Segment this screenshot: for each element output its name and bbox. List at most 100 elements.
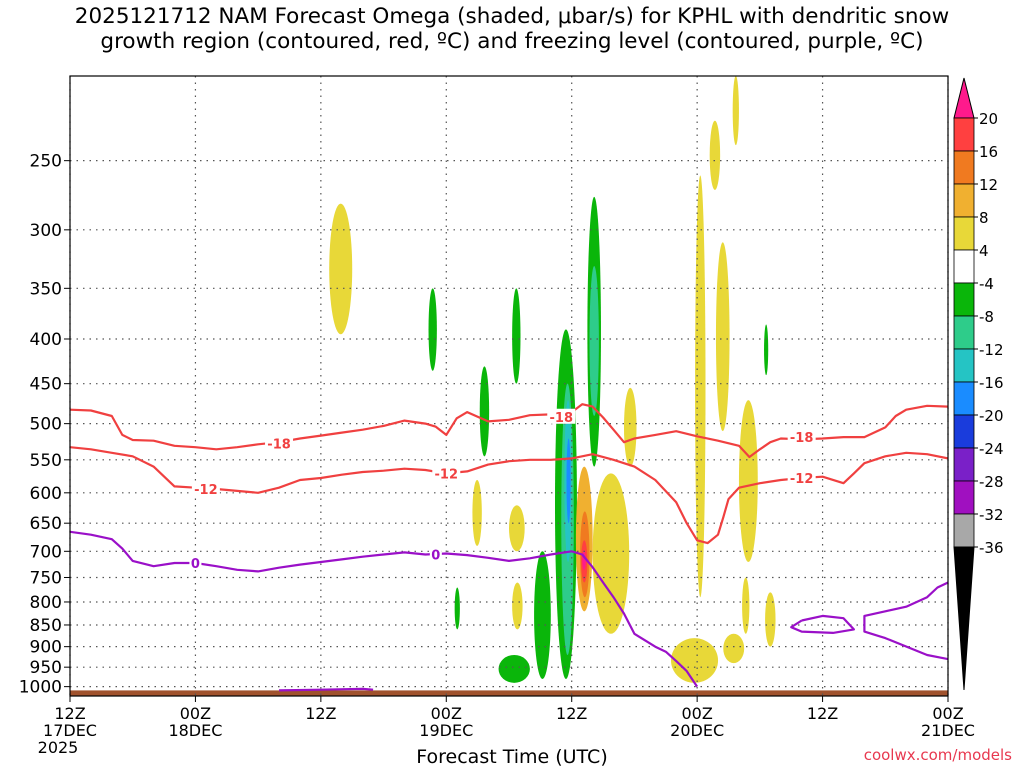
- y-tick-label-600: 600: [30, 484, 62, 504]
- omega-region-4: [695, 175, 706, 598]
- plot-frame: [69, 75, 949, 697]
- contour-layer: [70, 403, 948, 692]
- colorbar-swatch-3: [953, 183, 975, 218]
- x-tick-date-60: 20DEC: [670, 721, 724, 740]
- contour-label-3: -12: [194, 483, 218, 498]
- colorbar-label-12: -32: [979, 506, 1004, 524]
- colorbar-label-10: -24: [979, 440, 1004, 458]
- omega-region-11: [765, 592, 776, 647]
- y-axis-ticks: 2503003504004505005506006507007508008509…: [19, 152, 70, 698]
- colorbar-legend: 20 16 12 8 4 -4 -8 -12 -16 -20 -24 -28 -32 -36: [953, 77, 1004, 691]
- y-tick-label-950: 950: [30, 658, 62, 678]
- y-tick-label-500: 500: [30, 415, 62, 435]
- x-tick-label-0: 12Z: [54, 704, 85, 723]
- contour-label-bg-0: [265, 435, 294, 451]
- x-tick-label-12: 00Z: [180, 704, 211, 723]
- colorbar-label-8: -16: [979, 374, 1004, 392]
- omega-region-5: [709, 120, 721, 190]
- colorbar-label-7: -12: [979, 341, 1004, 359]
- omega-region-9: [671, 638, 719, 683]
- y-tick-label-650: 650: [30, 514, 62, 534]
- contour-line-4: [863, 581, 948, 661]
- omega-region-2: [512, 582, 523, 630]
- x-tick-date-0: 17DEC: [43, 721, 97, 740]
- omega-region-10: [723, 633, 745, 664]
- omega-region-27: [566, 438, 571, 524]
- colorbar-swatch-2: [953, 150, 975, 185]
- x-tick-label-60: 00Z: [681, 704, 712, 723]
- grid-lines: [69, 76, 949, 696]
- colorbar-swatch-12: [953, 480, 975, 515]
- contour-label-0: -18: [267, 438, 291, 453]
- omega-region-25: [589, 265, 599, 416]
- x-tick-year-0: 2025: [38, 738, 79, 757]
- y-tick-label-300: 300: [30, 221, 62, 241]
- contour-label-bg-7: [429, 546, 442, 562]
- colorbar-label-3: 8: [979, 209, 989, 227]
- credit-link[interactable]: coolwx.com/models: [863, 746, 1012, 764]
- omega-region-1: [472, 479, 482, 546]
- x-axis-label: Forecast Time (UTC): [416, 746, 608, 768]
- colorbar-swatch-11: [953, 447, 975, 482]
- omega-region-20: [534, 551, 551, 679]
- omega-region-7: [738, 400, 758, 562]
- contour-line-3: [278, 687, 374, 692]
- y-tick-label-1000: 1000: [19, 678, 62, 698]
- contour-label-bg-1: [547, 408, 576, 424]
- omega-region-19: [498, 654, 530, 683]
- colorbar-label-2: 12: [979, 176, 998, 194]
- y-tick-label-250: 250: [30, 152, 62, 172]
- y-tick-label-800: 800: [30, 593, 62, 613]
- colorbar-swatch-8: [953, 348, 975, 383]
- colorbar-swatch-9: [953, 381, 975, 416]
- colorbar-swatch-13: [953, 513, 975, 548]
- y-tick-label-850: 850: [30, 616, 62, 636]
- colorbar-label-11: -28: [979, 473, 1004, 491]
- contour-label-6: 0: [191, 557, 200, 572]
- colorbar-label-9: -20: [979, 407, 1004, 425]
- x-tick-date-84: 21DEC: [921, 721, 975, 740]
- colorbar-swatch-6: [953, 282, 975, 317]
- contour-label-2: -18: [790, 431, 814, 446]
- colorbar-label-5: -4: [979, 275, 994, 293]
- title-line-1: 2025121712 NAM Forecast Omega (shaded, μ…: [74, 4, 950, 29]
- omega-region-6: [715, 242, 730, 432]
- contour-label-5: -12: [790, 472, 814, 487]
- colorbar-bottom-triangle: [953, 546, 975, 691]
- colorbar-top-triangle: [953, 77, 975, 119]
- x-tick-label-36: 00Z: [431, 704, 462, 723]
- contour-labels: -18 -18 -18 -12 -12 -12 0 0: [189, 408, 816, 572]
- colorbar-swatch-7: [953, 315, 975, 350]
- colorbar-swatch-10: [953, 414, 975, 449]
- x-tick-label-84: 00Z: [932, 704, 963, 723]
- omega-region-15: [428, 288, 437, 371]
- colorbar-label-4: 4: [979, 242, 989, 260]
- omega-region-8: [742, 577, 750, 634]
- colorbar-swatch-4: [953, 216, 975, 251]
- omega-region-3: [623, 387, 637, 467]
- y-tick-label-700: 700: [30, 542, 62, 562]
- x-tick-date-12: 18DEC: [168, 721, 222, 740]
- contour-label-bg-2: [787, 429, 816, 445]
- contour-label-bg-3: [191, 481, 220, 497]
- contour-label-bg-4: [432, 465, 461, 481]
- y-tick-label-400: 400: [30, 330, 62, 350]
- colorbar-label-1: 16: [979, 143, 998, 161]
- contour-label-bg-5: [787, 469, 816, 485]
- omega-region-16: [479, 366, 490, 457]
- y-tick-label-750: 750: [30, 568, 62, 588]
- y-tick-label-450: 450: [30, 375, 62, 395]
- contour-label-4: -12: [435, 467, 459, 482]
- contour-label-bg-6: [189, 555, 202, 571]
- chart-title: 2025121712 NAM Forecast Omega (shaded, μ…: [0, 4, 1024, 54]
- contour-line-0: [70, 403, 948, 459]
- omega-region-14: [509, 505, 525, 552]
- omega-region-23: [764, 324, 769, 376]
- contour-line-2: [70, 530, 699, 688]
- colorbar-swatch-5: [953, 249, 975, 284]
- terrain-band: [70, 690, 948, 696]
- x-tick-label-72: 12Z: [807, 704, 838, 723]
- x-tick-label-24: 12Z: [305, 704, 336, 723]
